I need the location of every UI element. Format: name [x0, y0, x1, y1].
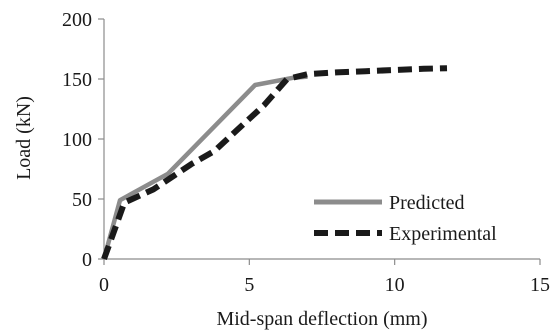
- x-tick-label: 5: [244, 274, 254, 296]
- y-axis-label: Load (kN): [13, 96, 35, 180]
- y-tick-label: 50: [72, 189, 92, 211]
- y-tick-label: 100: [62, 129, 92, 151]
- y-tick-label: 0: [82, 249, 92, 271]
- y-tick-label: 200: [62, 9, 92, 31]
- legend: Predicted Experimental: [314, 192, 497, 245]
- legend-label-predicted: Predicted: [389, 192, 465, 214]
- axes: [98, 18, 541, 265]
- legend-label-experimental: Experimental: [389, 223, 497, 245]
- series-line-predicted: [101, 74, 308, 260]
- x-tick-label: 15: [530, 274, 550, 296]
- series-layer: [101, 65, 448, 261]
- x-axis-label: Mid-span deflection (mm): [216, 308, 427, 330]
- series-line-experimental: [101, 65, 448, 261]
- y-tick-label: 150: [62, 69, 92, 91]
- tick-labels: 0 50 100 150 200 0 5 10 15: [62, 9, 550, 296]
- x-tick-label: 0: [99, 274, 109, 296]
- x-tick-label: 10: [385, 274, 405, 296]
